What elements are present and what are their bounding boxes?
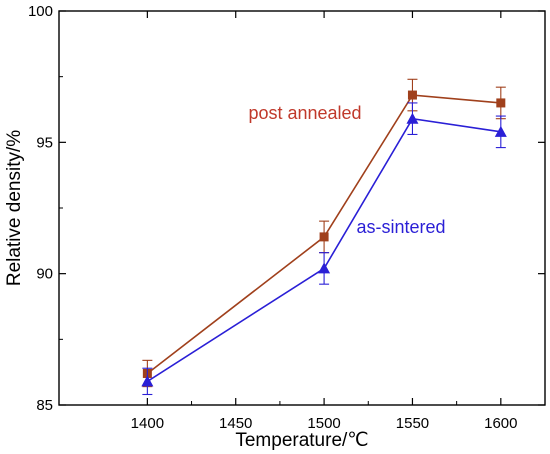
data-point <box>319 232 329 242</box>
series-line-1 <box>146 117 501 383</box>
y-tick-label-85: 85 <box>36 397 53 414</box>
y-tick-label-90: 90 <box>36 266 53 283</box>
y-axis-title: Relative density/% <box>4 130 25 286</box>
axes <box>58 10 546 406</box>
data-point <box>141 375 154 387</box>
x-tick-label-1450: 1450 <box>219 415 252 432</box>
data-point <box>318 262 331 274</box>
x-axis-title: Temperature/℃ <box>235 430 368 451</box>
x-tick-label-1400: 1400 <box>131 415 164 432</box>
data-point <box>494 125 507 137</box>
series-label-post-annealed: post annealed <box>248 103 361 123</box>
y-tick-label-100: 100 <box>28 3 53 20</box>
plot-frame <box>58 10 546 406</box>
series-label-as-sintered: as-sintered <box>356 217 445 237</box>
x-tick-label-1500: 1500 <box>307 415 340 432</box>
series-1 <box>141 102 507 396</box>
data-point <box>406 112 419 124</box>
series-line-0 <box>146 94 501 375</box>
data-point <box>407 90 417 100</box>
series-0 <box>142 78 506 388</box>
x-tick-label-1550: 1550 <box>396 415 429 432</box>
data-point <box>496 98 506 108</box>
x-tick-label-1600: 1600 <box>484 415 517 432</box>
y-tick-label-95: 95 <box>36 134 53 151</box>
series-layer <box>141 78 507 396</box>
ticks: 1400 1450 1500 1550 1600 85 90 95 100 <box>28 3 545 432</box>
